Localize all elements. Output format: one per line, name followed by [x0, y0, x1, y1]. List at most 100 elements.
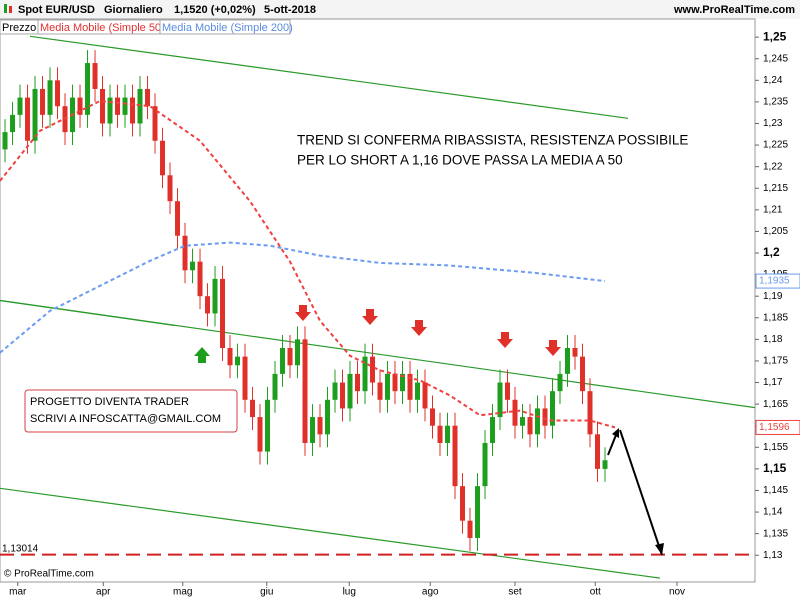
candle-body [550, 391, 556, 426]
plot [0, 35, 756, 579]
candle-body [385, 373, 391, 400]
legend-entry: Media Mobile (Simple 200) [162, 22, 293, 34]
symbol: Spot EUR/USD [18, 4, 95, 16]
candle-body [130, 97, 136, 124]
candle-body [85, 63, 91, 115]
candle-body [325, 399, 331, 435]
candle-body [10, 114, 16, 133]
candle-body [167, 175, 173, 202]
candle-body [227, 347, 233, 366]
candle-body [475, 486, 481, 538]
moving-average [0, 99, 616, 429]
candle-body [505, 382, 511, 400]
note-text: PROGETTO DIVENTA TRADER [30, 396, 189, 408]
period: Giornaliero [104, 4, 163, 16]
candle-body [250, 399, 256, 418]
price-label: 1,1596 [759, 422, 790, 433]
y-tick-label: 1,135 [763, 528, 788, 539]
candle-body [145, 88, 151, 107]
trendline [29, 35, 629, 119]
y-tick-label: 1,13 [763, 550, 783, 561]
y-tick-label: 1,23 [763, 118, 783, 129]
candle-body [122, 97, 128, 115]
x-tick-label: mag [173, 587, 192, 598]
candle-body [242, 356, 248, 400]
down-arrow [295, 305, 311, 321]
plot-frame [0, 18, 756, 583]
arrow-head [612, 428, 619, 438]
candle-body [310, 417, 316, 443]
candle-body [565, 347, 571, 374]
quote: 1,1520 (+0,02%) [174, 4, 256, 16]
x-tick-label: apr [96, 587, 111, 598]
y-tick-label: 1,215 [763, 183, 788, 194]
trendline [0, 487, 661, 579]
candle-body [460, 486, 466, 521]
y-tick-label: 1,24 [763, 75, 783, 86]
candle-body [595, 434, 601, 469]
header-bar [0, 0, 800, 19]
legend-box [159, 19, 291, 35]
candle-body [190, 261, 196, 271]
candle-body [25, 97, 31, 141]
y-tick-label: 1,14 [763, 507, 783, 518]
projection-arrow [619, 429, 663, 556]
candle-body [422, 382, 428, 409]
candle-body [587, 391, 593, 435]
note-box [24, 389, 238, 433]
candle-body [160, 140, 166, 176]
candle-body [137, 88, 143, 124]
candle-body [235, 356, 241, 366]
site: www.ProRealTime.com [673, 4, 795, 16]
y-tick-label: 1,225 [763, 140, 788, 151]
price-label: 1,1935 [759, 276, 790, 287]
x-tick-label: giu [260, 587, 273, 598]
y-tick-label: 1,18 [763, 334, 783, 345]
candle-body [407, 373, 413, 400]
candle-body [100, 88, 106, 124]
x-tick-label: nov [669, 587, 685, 598]
candle-body [40, 88, 46, 115]
y-tick-label: 1,145 [763, 485, 788, 496]
y-tick-label: 1,2 [763, 245, 780, 259]
trendline [0, 299, 176, 327]
note-text: SCRIVI A INFOSCATTA@GMAIL.COM [30, 413, 221, 425]
candle-body [557, 373, 563, 392]
candle-body [482, 442, 488, 487]
candle-body [212, 278, 218, 314]
candle-body [182, 235, 188, 271]
candle-body [527, 417, 533, 435]
candle-body [77, 97, 83, 115]
x-tick-label: set [508, 587, 522, 598]
candle-body [2, 132, 8, 150]
candle-body [295, 339, 301, 366]
candle-body [497, 382, 503, 418]
y-tick-label: 1,235 [763, 97, 788, 108]
candle-body [47, 80, 53, 115]
candle-body [220, 278, 226, 348]
candle-body [205, 296, 211, 314]
y-tick-label: 1,245 [763, 53, 788, 64]
candle-body [197, 261, 203, 297]
y-tick-label: 1,22 [763, 161, 783, 172]
candle-body [272, 373, 278, 400]
x-tick-label: mar [9, 587, 27, 598]
moving-average [0, 241, 606, 354]
candle-body [400, 373, 406, 392]
down-arrow [362, 309, 378, 325]
candle-body [377, 382, 383, 400]
icon [9, 6, 12, 13]
candle-body [415, 382, 421, 400]
up-arrow [194, 347, 210, 363]
copyright: © ProRealTime.com [4, 569, 94, 580]
candle-body [370, 356, 376, 383]
candle-body [265, 399, 271, 452]
arrow-head [655, 543, 664, 555]
down-arrow [411, 320, 427, 336]
candle-body [542, 408, 548, 426]
candle-body [17, 97, 23, 115]
legend-entry: Prezzo [2, 22, 36, 34]
signal-arrows [194, 305, 664, 556]
candle-body [152, 106, 158, 141]
candle-body [115, 97, 121, 115]
